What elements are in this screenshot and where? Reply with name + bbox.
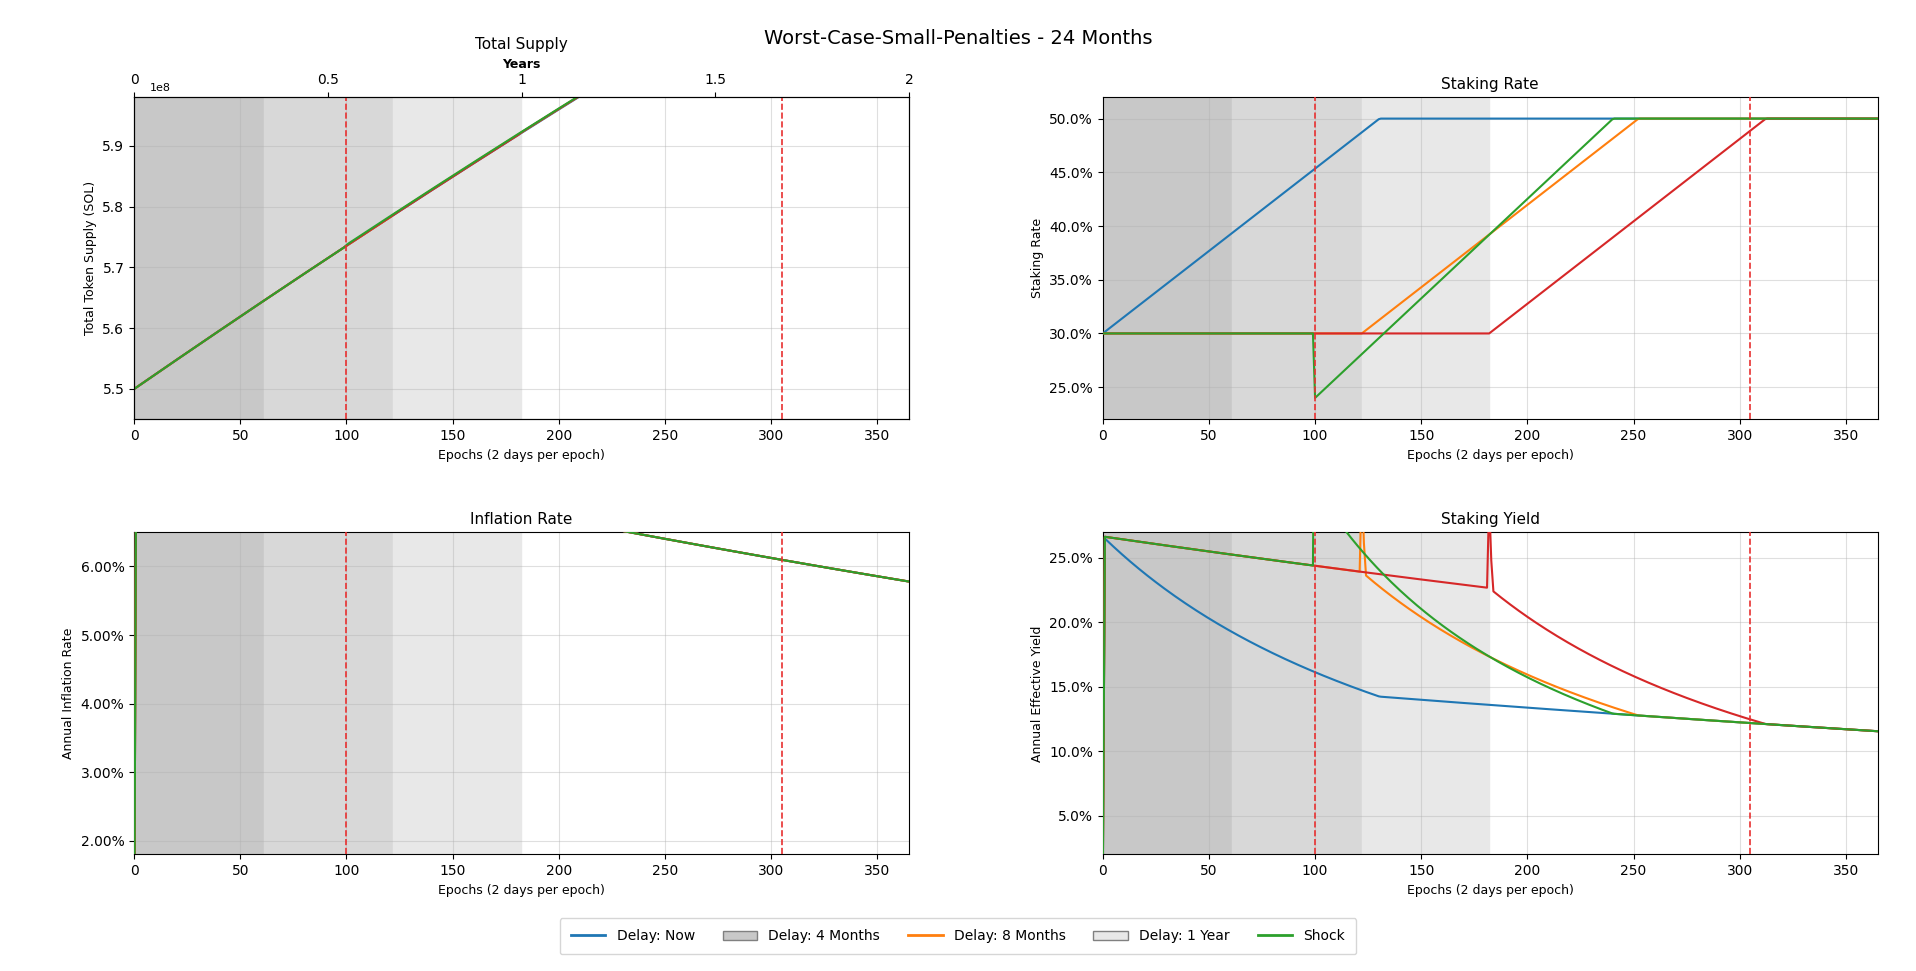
Y-axis label: Staking Rate: Staking Rate bbox=[1031, 218, 1044, 298]
X-axis label: Years: Years bbox=[502, 58, 540, 71]
Title: Inflation Rate: Inflation Rate bbox=[471, 512, 573, 527]
Bar bbox=[393, 97, 521, 419]
Bar bbox=[1104, 97, 1232, 419]
X-axis label: Epochs (2 days per epoch): Epochs (2 days per epoch) bbox=[439, 449, 605, 461]
Title: Staking Yield: Staking Yield bbox=[1441, 512, 1540, 527]
Bar bbox=[1362, 532, 1489, 854]
Title: Total Supply: Total Supply bbox=[475, 38, 567, 52]
Bar bbox=[134, 97, 264, 419]
Bar bbox=[393, 532, 521, 854]
Text: 1e8: 1e8 bbox=[149, 83, 171, 92]
Y-axis label: Annual Effective Yield: Annual Effective Yield bbox=[1031, 625, 1044, 761]
Bar bbox=[264, 532, 393, 854]
Bar bbox=[1232, 532, 1362, 854]
Legend: Delay: Now, Delay: 4 Months, Delay: 8 Months, Delay: 1 Year, Shock: Delay: Now, Delay: 4 Months, Delay: 8 Mo… bbox=[559, 919, 1357, 954]
X-axis label: Epochs (2 days per epoch): Epochs (2 days per epoch) bbox=[439, 884, 605, 897]
X-axis label: Epochs (2 days per epoch): Epochs (2 days per epoch) bbox=[1406, 884, 1573, 897]
Text: Worst-Case-Small-Penalties - 24 Months: Worst-Case-Small-Penalties - 24 Months bbox=[764, 29, 1152, 49]
Y-axis label: Annual Inflation Rate: Annual Inflation Rate bbox=[61, 627, 75, 759]
Bar bbox=[264, 97, 393, 419]
Bar bbox=[134, 532, 264, 854]
Bar bbox=[1104, 532, 1232, 854]
Bar bbox=[1232, 97, 1362, 419]
Bar bbox=[1362, 97, 1489, 419]
X-axis label: Epochs (2 days per epoch): Epochs (2 days per epoch) bbox=[1406, 449, 1573, 461]
Title: Staking Rate: Staking Rate bbox=[1441, 77, 1539, 92]
Y-axis label: Total Token Supply (SOL): Total Token Supply (SOL) bbox=[84, 182, 98, 335]
